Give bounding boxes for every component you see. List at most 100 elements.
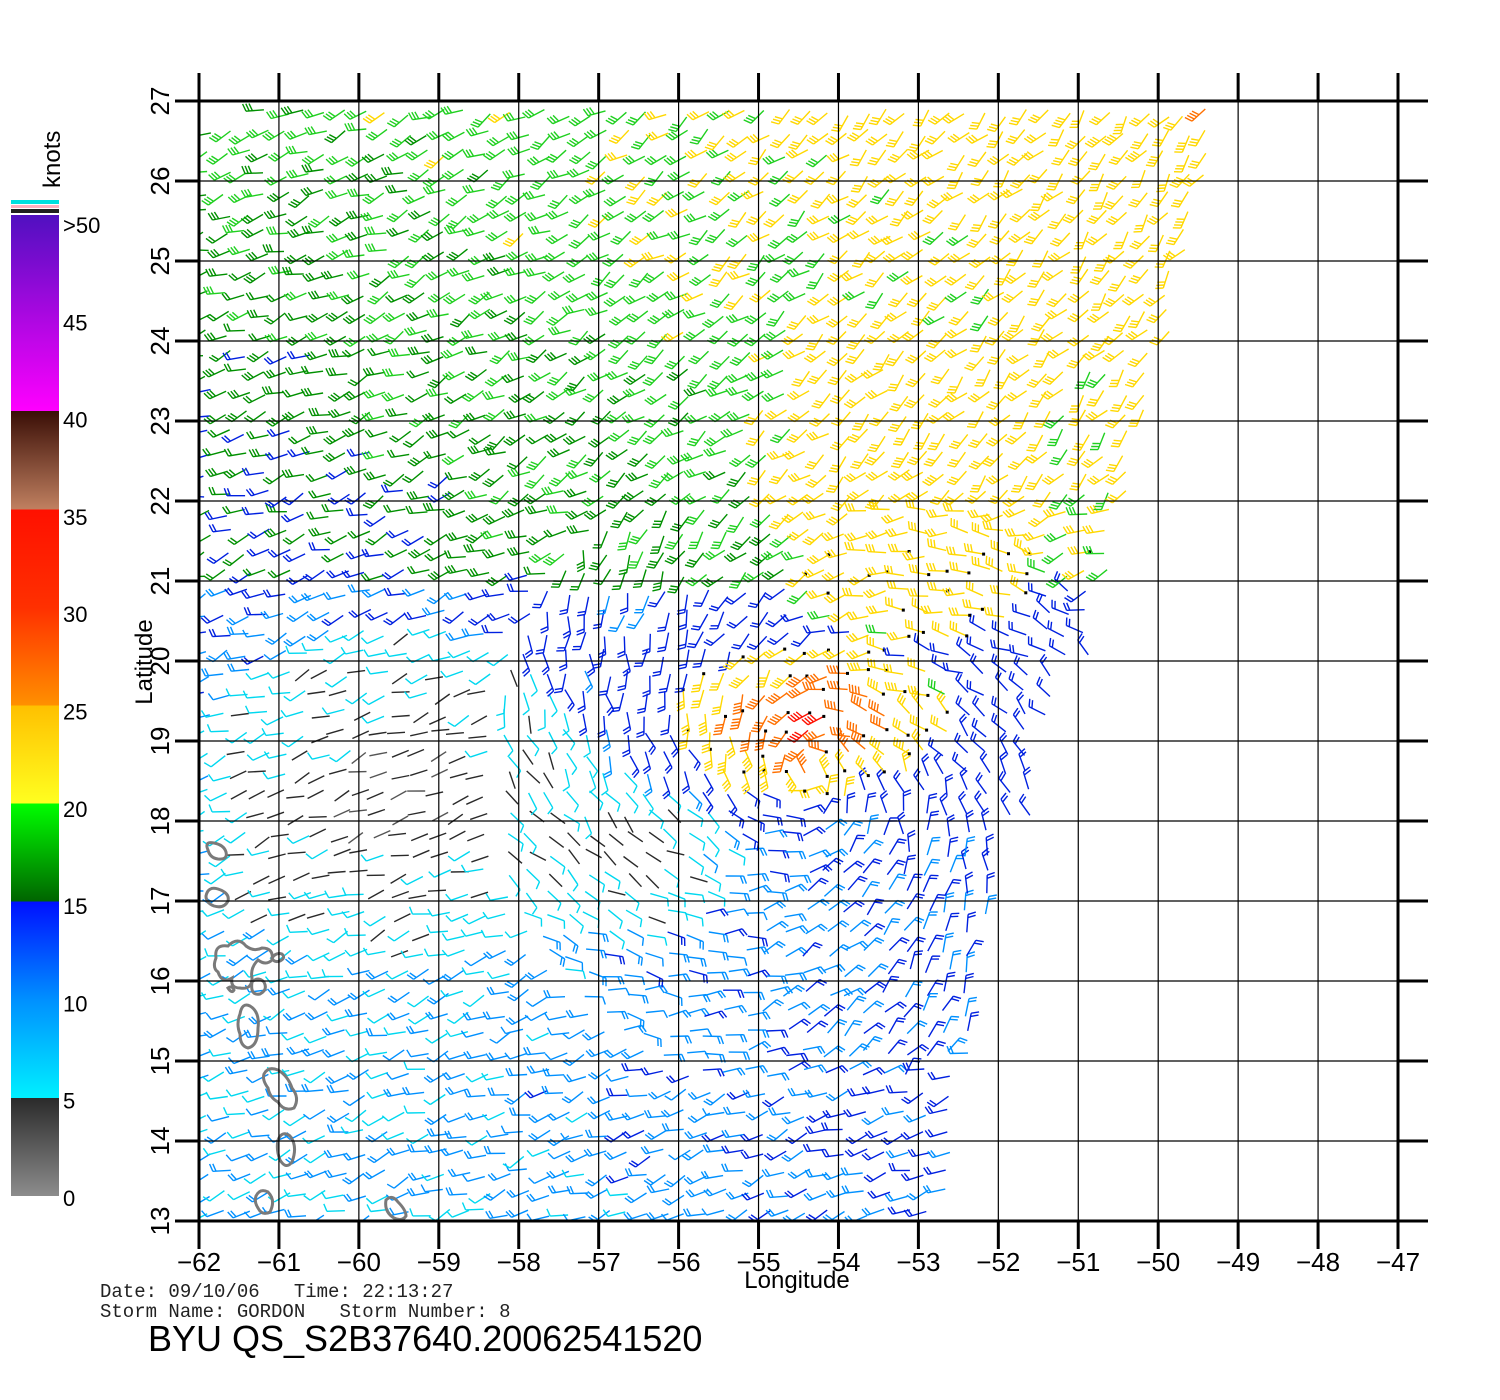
wind-barb-stroke — [303, 1152, 326, 1164]
wind-barb-stroke — [747, 935, 769, 947]
wind-barb — [400, 950, 424, 959]
wind-barb — [462, 915, 486, 925]
wind-barb-stroke — [882, 975, 900, 993]
wind-barb — [446, 1209, 470, 1218]
wind-barb-stroke — [544, 1052, 568, 1061]
wind-barb — [245, 1073, 269, 1084]
wind-barb-stroke — [199, 849, 210, 855]
wind-barb-stroke — [307, 988, 330, 1001]
rain-flag — [1007, 552, 1010, 556]
wind-barb-stroke — [464, 955, 487, 967]
rain-flag — [862, 734, 866, 738]
wind-barb — [247, 770, 266, 773]
wind-barb — [528, 1129, 551, 1141]
wind-barb — [763, 1150, 787, 1161]
wind-barb-stroke — [505, 790, 519, 805]
wind-barb — [643, 1174, 666, 1186]
wind-barb — [879, 790, 889, 814]
wind-barb — [926, 1040, 946, 1057]
wind-barb — [888, 838, 907, 855]
wind-barb — [481, 1072, 504, 1081]
wind-barb-stroke — [784, 972, 808, 981]
wind-barb-stroke — [247, 889, 270, 898]
wind-barb-stroke — [420, 1184, 443, 1193]
wind-barb — [964, 836, 976, 857]
wind-barb — [624, 1168, 647, 1177]
wind-barb — [802, 1045, 826, 1055]
wind-barb — [325, 1075, 348, 1085]
wind-barb-stroke — [808, 1003, 831, 1016]
wind-barb — [245, 1108, 269, 1116]
wind-barb — [627, 928, 645, 946]
wind-barb-stroke — [507, 988, 529, 1002]
wind-barb-stroke — [625, 1088, 648, 1098]
wind-barb — [888, 1162, 910, 1172]
wind-barb — [660, 1213, 684, 1221]
wind-barb — [425, 791, 444, 797]
wind-barb — [445, 1029, 469, 1038]
wind-barb — [226, 1131, 250, 1139]
wind-barb-stroke — [764, 829, 788, 838]
wind-barb-stroke — [843, 1108, 866, 1118]
wind-barb — [686, 934, 704, 950]
wind-barb — [883, 918, 901, 936]
colorbar-label: 5 — [63, 1089, 75, 1114]
wind-barb — [562, 1029, 585, 1040]
wind-barb-stroke — [645, 1010, 669, 1019]
wind-barb-stroke — [199, 1011, 207, 1016]
wind-barb-stroke — [867, 1190, 891, 1199]
wind-barb — [268, 853, 286, 860]
wind-barb — [461, 967, 485, 976]
wind-barb — [740, 1150, 764, 1160]
wind-barb-stroke — [330, 835, 349, 843]
wind-barb-stroke — [470, 891, 489, 899]
wind-barb-stroke — [702, 1035, 725, 1045]
wind-barb — [388, 832, 407, 837]
wind-barb-stroke — [303, 1189, 326, 1201]
wind-barb-stroke — [605, 1187, 628, 1197]
wind-barb-stroke — [827, 920, 850, 932]
wind-barb-stroke — [725, 875, 748, 884]
wind-barb-stroke — [201, 930, 225, 940]
wind-barb — [1018, 793, 1031, 816]
wind-barb — [470, 891, 489, 899]
wind-barb — [267, 908, 290, 917]
wind-barb-stroke — [263, 1008, 285, 1021]
wind-barb — [728, 848, 746, 866]
wind-barb-stroke — [199, 1051, 211, 1057]
wind-barb — [604, 953, 626, 965]
wind-barb — [486, 971, 510, 980]
wind-barb-stroke — [881, 1106, 904, 1116]
wind-barb — [707, 812, 720, 835]
wind-barb-stroke — [627, 831, 644, 843]
wind-barb — [471, 855, 489, 863]
colorbar-label: 25 — [63, 700, 87, 725]
wind-barb — [566, 791, 580, 813]
wind-barb — [282, 1012, 306, 1021]
wind-barb-stroke — [321, 1049, 345, 1058]
wind-barb — [205, 1012, 229, 1020]
wind-barb — [288, 913, 306, 922]
wind-barb — [525, 996, 549, 1007]
wind-barb-stroke — [426, 992, 449, 1005]
wind-barb-stroke — [407, 810, 426, 816]
wind-barb — [625, 909, 643, 928]
wind-barb-stroke — [822, 1109, 846, 1119]
wind-barb — [742, 1089, 766, 1098]
wind-barb — [565, 1153, 588, 1163]
wind-barb-stroke — [349, 849, 368, 854]
wind-barb — [804, 1089, 828, 1098]
wind-barb-stroke — [888, 936, 910, 951]
wind-barb — [640, 1145, 664, 1155]
wind-barb-stroke — [623, 1211, 647, 1221]
wind-barb-stroke — [965, 809, 974, 833]
wind-barb — [803, 826, 826, 837]
wind-barb-stroke — [768, 1107, 791, 1116]
wind-barb — [787, 1001, 811, 1011]
wind-barb — [526, 1032, 549, 1042]
wind-barb-stroke — [668, 1149, 691, 1161]
wind-barb-stroke — [482, 1111, 505, 1121]
wind-barb-stroke — [568, 849, 581, 865]
wind-barb — [906, 1044, 930, 1056]
wind-barb — [245, 949, 269, 961]
